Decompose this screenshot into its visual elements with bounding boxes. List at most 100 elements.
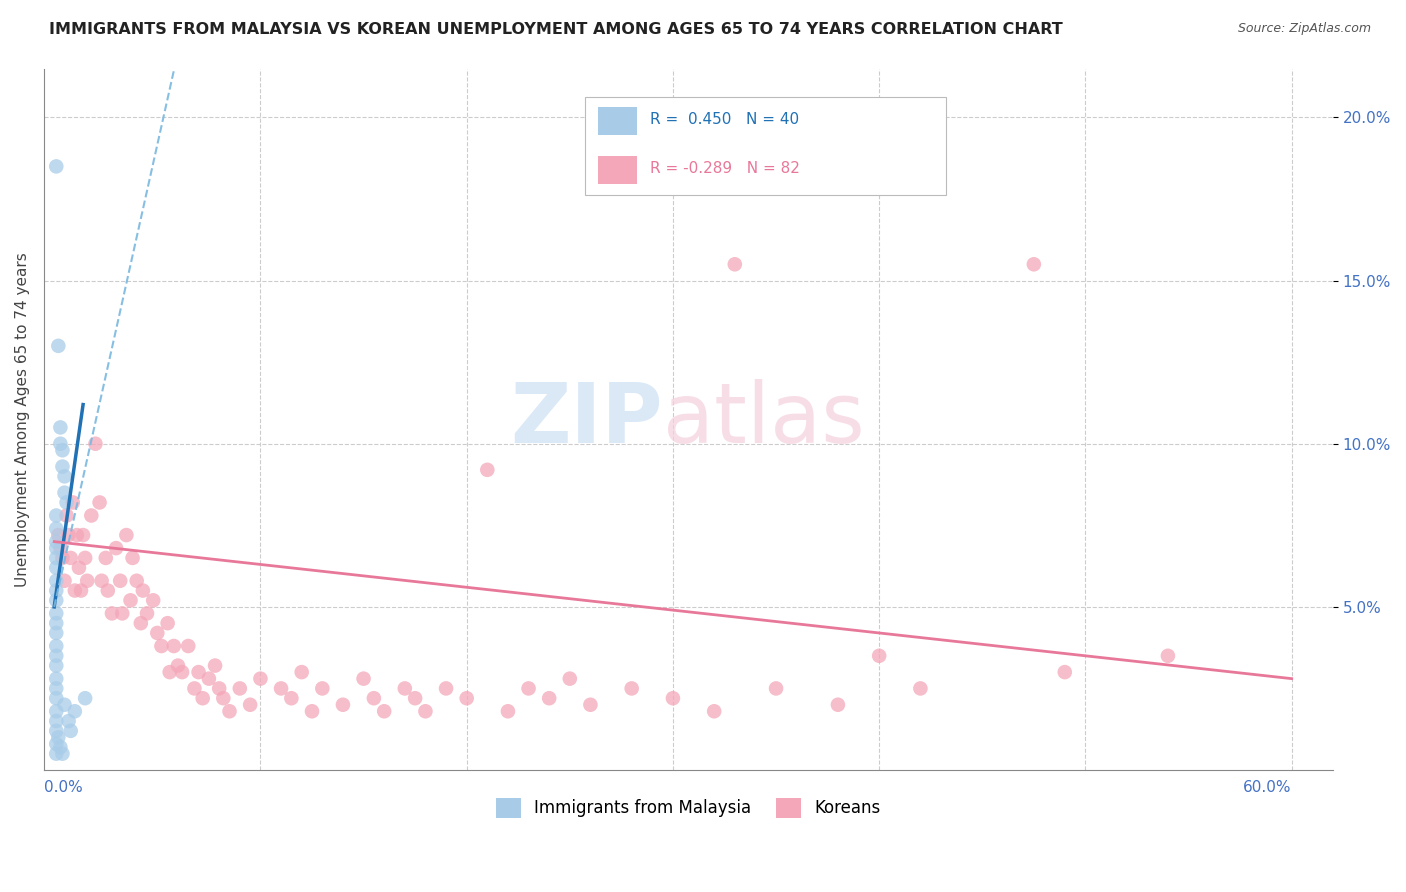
Point (538, 691, 561, 706)
Point (105, 541, 128, 556)
Text: 0.0%: 0.0% (44, 780, 83, 795)
Point (45, 704, 67, 718)
Point (67, 560, 90, 574)
Point (198, 672, 221, 686)
Point (212, 691, 235, 706)
Point (45, 626, 67, 640)
Text: R = -0.289   N = 82: R = -0.289 N = 82 (650, 161, 800, 176)
Point (63, 704, 86, 718)
Point (136, 607, 159, 621)
Y-axis label: Unemployment Among Ages 65 to 74 years: Unemployment Among Ages 65 to 74 years (15, 252, 30, 587)
Point (55, 495, 77, 509)
Point (49, 541, 72, 556)
FancyBboxPatch shape (585, 96, 946, 194)
Point (218, 704, 240, 718)
Point (45, 522, 67, 536)
Point (45, 737, 67, 751)
Point (45, 508, 67, 523)
Point (45, 560, 67, 574)
Point (45, 583, 67, 598)
Point (45, 607, 67, 621)
Point (45, 672, 67, 686)
Point (1157, 648, 1180, 663)
Point (72, 528, 94, 542)
Point (120, 593, 142, 607)
Point (121, 550, 143, 565)
Text: ZIP: ZIP (510, 379, 662, 459)
Point (477, 463, 499, 477)
Point (517, 681, 540, 696)
Point (170, 665, 193, 679)
Point (363, 691, 385, 706)
Point (45, 648, 67, 663)
Point (301, 704, 323, 718)
Point (45, 747, 67, 761)
Point (45, 574, 67, 588)
Point (45, 723, 67, 738)
Point (204, 658, 226, 673)
Point (558, 672, 581, 686)
Point (353, 672, 375, 686)
Point (456, 691, 478, 706)
Text: R =  0.450   N = 40: R = 0.450 N = 40 (650, 112, 799, 127)
Text: IMMIGRANTS FROM MALAYSIA VS KOREAN UNEMPLOYMENT AMONG AGES 65 TO 74 YEARS CORREL: IMMIGRANTS FROM MALAYSIA VS KOREAN UNEMP… (49, 22, 1063, 37)
Point (394, 681, 416, 696)
Point (94, 550, 117, 565)
Point (311, 681, 333, 696)
Point (51, 459, 73, 474)
Point (163, 639, 186, 653)
Text: Source: ZipAtlas.com: Source: ZipAtlas.com (1237, 22, 1371, 36)
Point (45, 616, 67, 631)
Point (49, 740, 72, 755)
Point (63, 583, 86, 598)
Point (129, 616, 152, 631)
Point (332, 698, 354, 712)
Point (49, 436, 72, 450)
Point (208, 681, 231, 696)
Point (90, 574, 112, 588)
Point (76, 574, 98, 588)
Point (703, 704, 725, 718)
Point (146, 626, 169, 640)
Text: atlas: atlas (662, 379, 865, 459)
Point (53, 469, 76, 483)
Point (150, 639, 173, 653)
Point (662, 691, 685, 706)
Point (765, 681, 787, 696)
Point (249, 672, 271, 686)
Point (45, 541, 67, 556)
Point (101, 607, 124, 621)
Point (89, 495, 111, 509)
Point (59, 550, 82, 565)
Legend: Immigrants from Malaysia, Koreans: Immigrants from Malaysia, Koreans (489, 791, 887, 825)
Point (45, 550, 67, 565)
Point (45, 714, 67, 728)
Point (404, 691, 426, 706)
Point (108, 574, 131, 588)
Point (80, 508, 103, 523)
Point (280, 691, 302, 706)
Point (191, 691, 214, 706)
Point (58, 714, 80, 728)
Point (55, 508, 77, 523)
Point (239, 698, 262, 712)
Point (66, 528, 89, 542)
Point (620, 681, 643, 696)
Point (373, 704, 395, 718)
Point (229, 681, 252, 696)
Point (45, 681, 67, 696)
Point (49, 420, 72, 434)
Point (59, 723, 82, 738)
Point (45, 639, 67, 653)
Point (910, 681, 932, 696)
Point (45, 658, 67, 673)
Bar (598, 107, 637, 136)
Point (53, 485, 76, 500)
Point (183, 681, 205, 696)
Point (45, 160, 67, 174)
Point (159, 665, 181, 679)
Point (291, 665, 314, 679)
Point (45, 534, 67, 549)
Point (46, 528, 69, 542)
Point (415, 704, 437, 718)
